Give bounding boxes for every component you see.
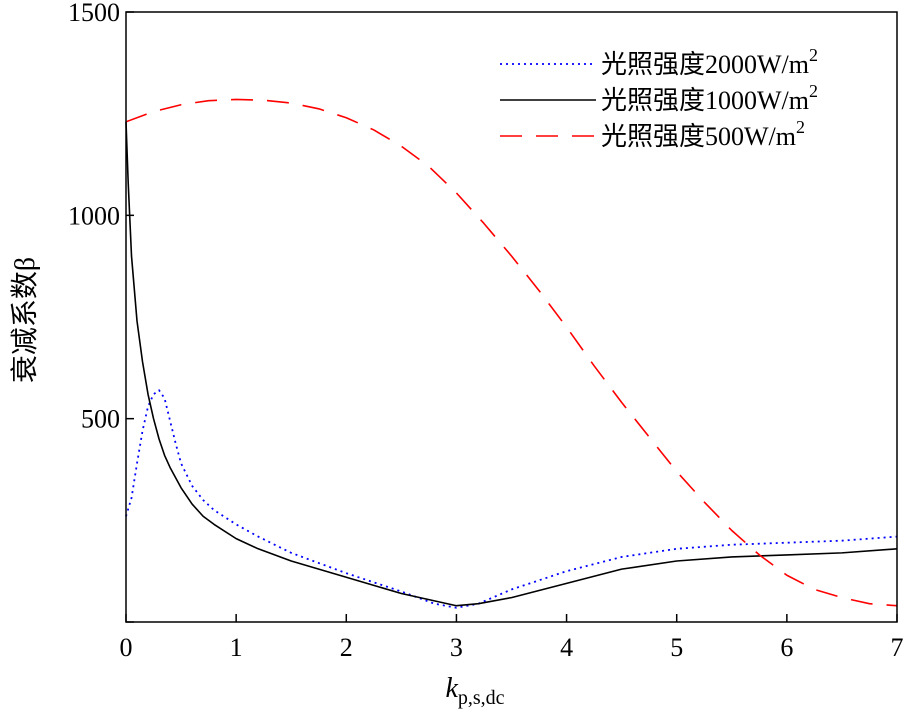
plot-frame [125,11,898,623]
x-tick-label-5: 5 [670,633,683,662]
series-line-0 [125,389,898,609]
series-line-2 [125,98,898,607]
legend-label-2: 光照强度500W/m2 [601,117,805,151]
x-axis-label: kp,s,dc [445,673,504,709]
x-axis-label-subscript: p,s,dc [458,687,505,709]
y-axis-label: 衰减系数β [9,257,41,383]
tick-group [125,11,898,623]
tick-label-group: 0 1 2 3 4 5 6 7 500 1000 1500 [68,0,904,662]
x-tick-label-1: 1 [230,633,243,662]
legend-label-1: 光照强度1000W/m2 [601,81,818,115]
x-tick-label-7: 7 [891,633,904,662]
x-tick-label-6: 6 [780,633,793,662]
series-line-1 [125,121,898,607]
x-tick-label-3: 3 [450,633,463,662]
x-axis-label-main: k [445,673,458,704]
legend-label-0: 光照强度2000W/m2 [601,45,818,79]
y-tick-label-2: 1500 [68,0,120,27]
y-tick-label-1: 1000 [68,201,120,230]
x-tick-label-4: 4 [560,633,573,662]
y-tick-label-0: 500 [81,405,120,434]
x-tick-label-0: 0 [120,633,133,662]
series-group [125,98,898,609]
x-tick-label-2: 2 [340,633,353,662]
